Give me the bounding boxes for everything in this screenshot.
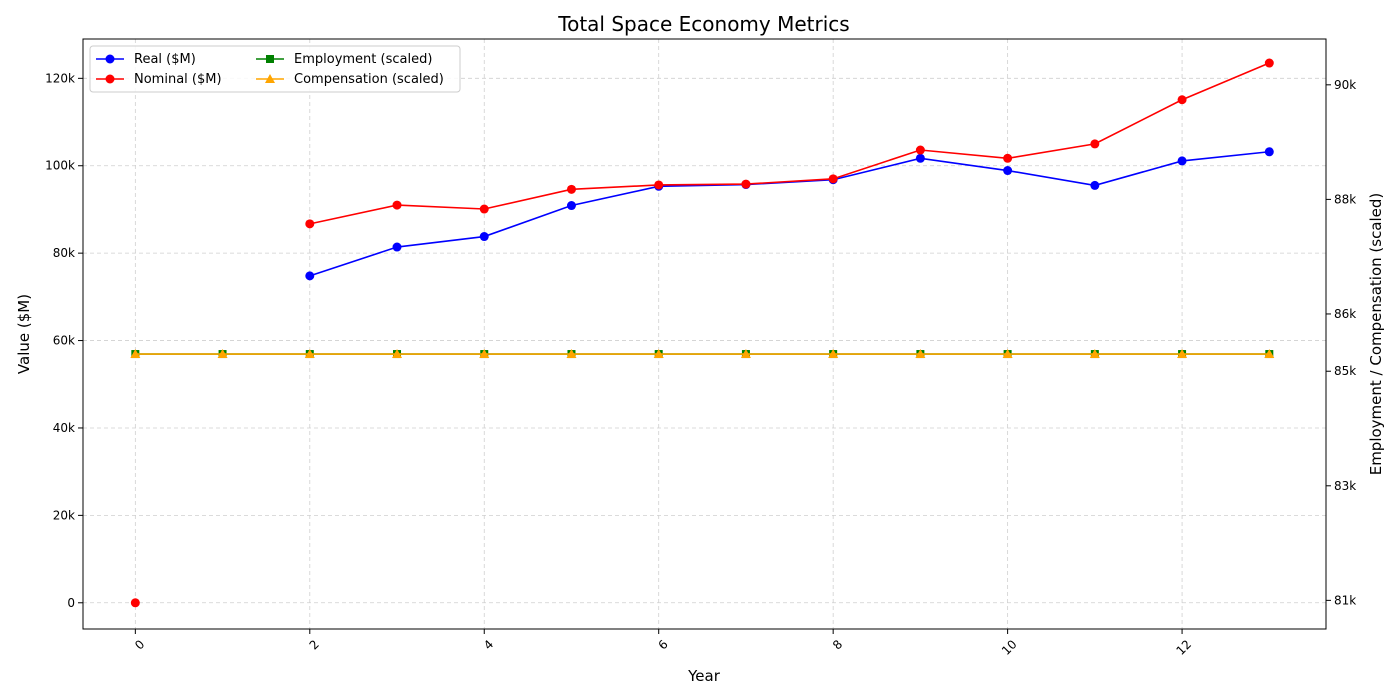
data-point — [217, 349, 228, 359]
data-point — [915, 349, 926, 359]
series-line — [309, 62, 1270, 225]
y2-tick-label: 86k — [1334, 307, 1356, 321]
data-point — [392, 242, 402, 252]
x-tick-label: 10 — [999, 637, 1020, 658]
axis-layer: 0 2 4 6 8 10 12 0 20k 40k 60k 80k 100k 120k 81k 83k 85k 8… — [45, 71, 1356, 658]
y2-tick-label: 83k — [1334, 479, 1356, 493]
y-tick-label: 80k — [53, 246, 75, 260]
data-point — [1177, 95, 1187, 105]
y2-tick-label: 81k — [1334, 593, 1356, 607]
legend-marker — [105, 74, 115, 84]
plot-frame — [82, 38, 1327, 630]
y-axis-title: Value ($M) — [15, 294, 33, 374]
data-point — [1177, 349, 1188, 359]
data-point — [740, 349, 751, 359]
y-tick-label: 60k — [53, 334, 75, 348]
legend-entry: Nominal ($M) — [96, 72, 222, 87]
x-tick-label: 0 — [132, 637, 147, 652]
legend-marker — [265, 74, 275, 83]
y2-tick-label: 88k — [1334, 192, 1356, 206]
x-tick-label: 6 — [655, 637, 670, 652]
data-point — [304, 349, 315, 359]
legend-marker — [266, 55, 274, 63]
legend-entry: Employment (scaled) — [256, 52, 432, 67]
y-tick-label: 20k — [53, 508, 75, 522]
x-tick-label: 2 — [307, 637, 322, 652]
legend-marker — [105, 54, 115, 64]
data-point — [1002, 349, 1013, 359]
y2-tick-label: 90k — [1334, 78, 1356, 92]
legend-label: Employment (scaled) — [294, 52, 432, 67]
x-tick-label: 8 — [830, 637, 845, 652]
data-point — [1264, 147, 1274, 157]
series-0 — [305, 147, 1274, 281]
x-axis-title: Year — [687, 667, 721, 685]
data-point — [305, 219, 315, 229]
y-tick-label: 120k — [45, 71, 75, 85]
data-point — [566, 184, 576, 194]
y-tick-label: 40k — [53, 421, 75, 435]
data-point — [130, 598, 140, 608]
grid-layer — [83, 39, 1326, 629]
data-point — [479, 349, 490, 359]
legend-label: Real ($M) — [134, 52, 196, 67]
series-line — [309, 150, 1270, 277]
y2-axis-title: Employment / Compensation (scaled) — [1367, 193, 1385, 476]
series-1 — [130, 58, 1274, 608]
data-point — [828, 349, 839, 359]
y-tick-label: 0 — [67, 596, 75, 610]
legend-box — [89, 45, 461, 93]
data-point — [1089, 349, 1100, 359]
data-point — [915, 145, 925, 155]
x-tick-label: 4 — [481, 637, 496, 652]
data-point — [1177, 156, 1187, 166]
x-tick-label: 12 — [1173, 637, 1194, 658]
legend-label: Compensation (scaled) — [294, 72, 444, 87]
data-point — [915, 153, 925, 163]
series-layer — [130, 58, 1275, 608]
data-point — [741, 179, 751, 189]
y-tick-label: 100k — [45, 159, 75, 173]
data-point — [566, 349, 577, 359]
legend-label: Nominal ($M) — [134, 72, 222, 87]
data-point — [1003, 153, 1013, 163]
legend: Real ($M) Nominal ($M) Employment (scaled)… — [89, 45, 461, 93]
data-point — [305, 271, 315, 281]
data-point — [654, 180, 664, 190]
data-point — [392, 200, 402, 210]
data-point — [479, 204, 489, 214]
legend-entry: Compensation (scaled) — [256, 72, 444, 87]
data-point — [479, 232, 489, 242]
data-point — [1264, 349, 1275, 359]
data-point — [653, 349, 664, 359]
y2-tick-label: 85k — [1334, 364, 1356, 378]
data-point — [1090, 139, 1100, 149]
legend-entry: Real ($M) — [96, 52, 196, 67]
series-3 — [130, 349, 1275, 359]
data-point — [566, 201, 576, 211]
data-point — [1264, 58, 1274, 68]
data-point — [828, 174, 838, 184]
data-point — [392, 349, 403, 359]
data-point — [130, 349, 141, 359]
data-point — [1090, 180, 1100, 190]
data-point — [1003, 166, 1013, 176]
chart-title: Total Space Economy Metrics — [557, 12, 849, 36]
